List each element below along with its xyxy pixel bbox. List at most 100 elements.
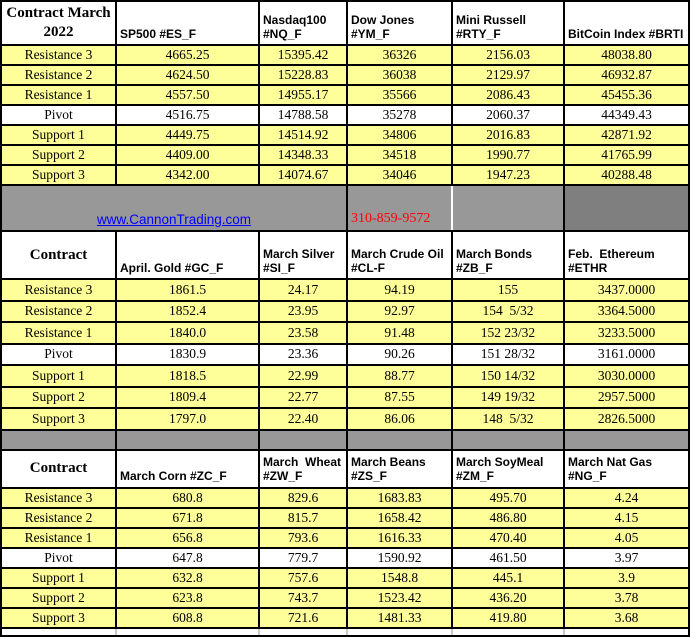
row-label-cell: Pivot [2,106,117,124]
row-label-cell: Resistance 1 [2,323,117,343]
cannon-trading-link[interactable]: www.CannonTrading.com [96,212,252,227]
value-cell: 36038 [348,66,453,84]
table-row: Support 1 1818.5 22.99 88.77 150 14/32 3030.0… [2,366,688,388]
separator-cell [2,430,117,449]
value-cell: 34046 [348,166,453,184]
value-cell: 815.7 [260,508,348,527]
separator-cell [117,430,260,449]
table-row: Resistance 3 680.8 829.6 1683.83 495.70 4.24 [2,488,688,509]
value-cell: 4409.00 [117,146,260,164]
value-cell: 1683.83 [348,488,453,507]
table-row: Resistance 2 1852.4 23.95 92.97 154 5/32 3364… [2,301,688,323]
value-cell: 1818.5 [117,366,260,386]
value-cell: 1548.8 [348,568,453,587]
value-cell: 87.55 [348,387,453,407]
table-row: Resistance 3 1861.5 24.17 94.19 155 3437.0000 [2,280,688,302]
contact-banner: www.CannonTrading.com 310-859-9572 [2,186,688,232]
row-label-cell: Resistance 3 [2,488,117,507]
value-cell: 3.78 [565,588,688,607]
value-cell: 1830.9 [117,344,260,364]
value-cell: 46932.87 [565,66,688,84]
column-header-ethereum: Feb. Ethereum #ETHR [568,246,655,275]
value-cell: 34518 [348,146,453,164]
row-label-cell: Support 3 [2,166,117,184]
table-row: Resistance 2 4624.50 15228.83 36038 2129.97 4… [2,66,688,86]
value-cell: 1797.0 [117,409,260,429]
table-row: Support 3 1797.0 22.40 86.06 148 5/32 2826.50… [2,409,688,431]
value-cell: 3.97 [614,549,639,565]
value-cell: 623.8 [117,588,260,607]
value-cell: 148 5/32 [453,409,565,429]
header-row-indices: Contract March 2022 SP500 #ES_F Nasdaq10… [2,2,688,46]
separator-cell [565,430,688,449]
value-cell: 14955.17 [260,86,348,104]
header-row-metals-energy: Contract April. Gold #GC_F March Silver … [2,232,688,280]
banner-phone-cell: 310-859-9572 [348,186,453,230]
table-row: Resistance 1 1840.0 23.58 91.48 152 23/32 323… [2,323,688,345]
table-row: Support 3 608.8 721.6 1481.33 419.80 3.68 [2,608,688,629]
table-row: Pivot 1830.9 23.36 90.26 151 28/32 3161.0000 [2,344,688,366]
value-cell: 14074.67 [260,166,348,184]
value-cell: 90.26 [348,344,453,364]
separator-cell [260,430,348,449]
column-header-beans: March Beans #ZS_F [348,450,453,487]
row-label-cell: Support 1 [2,126,117,144]
value-cell: 495.70 [453,488,565,507]
row-label-cell: Support 2 [2,387,117,407]
table-row: Support 3 4342.00 14074.67 34046 1947.23 4028… [2,166,688,186]
value-cell: 22.99 [260,366,348,386]
row-label-cell: Support 3 [2,409,117,429]
value-cell: 86.06 [348,409,453,429]
value-cell: 15228.83 [260,66,348,84]
value-cell: 3.68 [565,608,688,627]
value-cell: 154 5/32 [453,301,565,321]
value-cell: 1616.33 [348,528,453,547]
value-cell: 721.6 [260,608,348,627]
value-cell: 42871.92 [565,126,688,144]
value-cell: 24.17 [260,280,348,300]
value-cell: 4449.75 [117,126,260,144]
value-cell: 35278 [348,106,453,124]
value-cell: 4.15 [565,508,688,527]
table-row: Support 1 4449.75 14514.92 34806 2016.83 4287… [2,126,688,146]
row-label-cell: Support 2 [2,588,117,607]
value-cell: 91.48 [348,323,453,343]
contract-label: Contract [2,232,117,278]
value-cell: 779.7 [260,548,348,567]
row-label-cell: Pivot [2,344,117,364]
value-cell: 1523.42 [348,588,453,607]
row-label-cell: Support 1 [2,568,117,587]
value-cell: 4.05 [565,528,688,547]
value-cell: 45455.36 [565,86,688,104]
column-header-mini-russell: Mini Russell #RTY_F [453,2,565,44]
column-header-crude-oil: March Crude Oil #CL-F [348,232,453,278]
value-cell: 155 [453,280,565,300]
value-cell: 3.9 [565,568,688,587]
value-cell: 2156.03 [453,46,565,64]
value-cell: 2957.5000 [565,387,688,407]
separator-cell [348,430,453,449]
value-cell: 829.6 [260,488,348,507]
row-label-cell: Resistance 1 [2,528,117,547]
row-label-cell: Resistance 3 [2,46,117,64]
table-row: Support 2 623.8 743.7 1523.42 436.20 3.78 [2,588,688,609]
value-cell: 757.6 [260,568,348,587]
value-cell: 656.8 [117,528,260,547]
column-header-corn: March Corn #ZC_F [117,450,260,487]
value-cell: 35566 [348,86,453,104]
table-row: Resistance 2 671.8 815.7 1658.42 486.80 4.15 [2,508,688,529]
value-cell: 632.8 [117,568,260,587]
value-cell: 2826.5000 [565,409,688,429]
value-cell: 41765.99 [565,146,688,164]
value-cell: 3437.0000 [565,280,688,300]
row-label-cell: Support 1 [2,366,117,386]
table-row: Resistance 1 4557.50 14955.17 35566 2086.43 4… [2,86,688,106]
header-row-grains: Contract March Corn #ZC_F March Wheat #Z… [2,450,688,489]
value-cell: 743.7 [260,588,348,607]
value-cell: 14348.33 [260,146,348,164]
value-cell: 3161.0000 [597,346,656,362]
value-cell: 3030.0000 [565,366,688,386]
sheet-title: Contract March 2022 [2,2,117,44]
table-row: Support 2 1809.4 22.77 87.55 149 19/32 2957.5… [2,387,688,409]
value-cell: 152 23/32 [453,323,565,343]
